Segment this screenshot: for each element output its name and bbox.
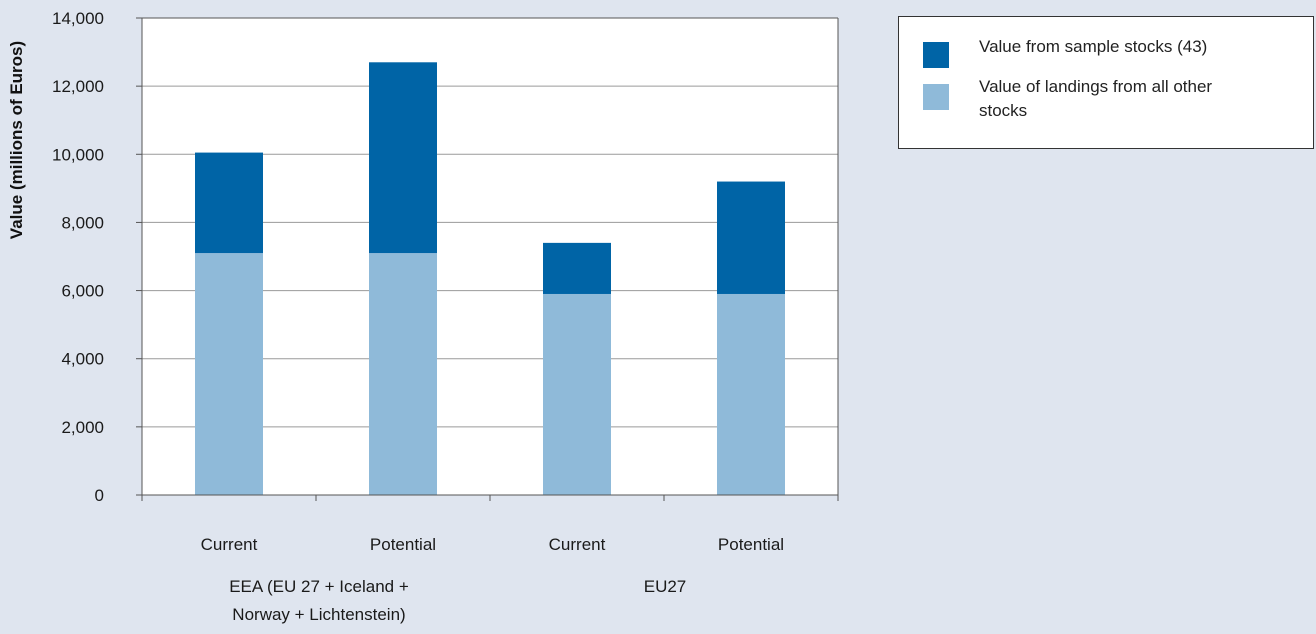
y-tick-labels: 0 2,000 4,000 6,000 8,000 10,000 12,000 14,000 xyxy=(52,9,104,505)
bar-segment-other-stocks xyxy=(369,253,437,495)
x-tick-labels: Current Potential Current Potential xyxy=(201,535,784,554)
bar-segment-sample-stocks xyxy=(369,62,437,254)
y-tick-label: 6,000 xyxy=(61,282,104,301)
legend-label-sample-stocks: Value from sample stocks (43) xyxy=(979,37,1208,56)
x-tick-label: Current xyxy=(549,535,606,554)
y-tick-label: 10,000 xyxy=(52,145,104,164)
bar-segment-sample-stocks xyxy=(543,242,611,294)
bar-segment-sample-stocks xyxy=(195,152,263,254)
axes xyxy=(136,17,839,501)
bars xyxy=(195,62,785,495)
x-tick-label: Potential xyxy=(718,535,784,554)
legend-label-other-stocks: Value of landings from all other stocks xyxy=(979,77,1213,120)
legend-item-other-stocks: Value of landings from all other stocks xyxy=(923,75,1249,123)
bar-segment-other-stocks xyxy=(543,293,611,495)
bar-segment-other-stocks xyxy=(195,253,263,495)
y-tick-label: 12,000 xyxy=(52,77,104,96)
group-label-eea-line2: Norway + Lichtenstein) xyxy=(232,605,405,624)
legend-swatch-sample-stocks xyxy=(923,42,949,68)
y-tick-label: 8,000 xyxy=(61,213,104,232)
legend: Value from sample stocks (43) Value of l… xyxy=(898,16,1314,149)
x-tick-label: Current xyxy=(201,535,258,554)
bar-segment-sample-stocks xyxy=(717,181,785,294)
bar-segment-other-stocks xyxy=(717,293,785,495)
legend-item-sample-stocks: Value from sample stocks (43) xyxy=(923,33,1279,68)
legend-swatch-other-stocks xyxy=(923,84,949,110)
y-tick-label: 2,000 xyxy=(61,418,104,437)
y-tick-label: 4,000 xyxy=(61,350,104,369)
group-label-eea-line1: EEA (EU 27 + Iceland + xyxy=(229,577,409,596)
y-tick-label: 0 xyxy=(95,486,104,505)
x-tick-label: Potential xyxy=(370,535,436,554)
y-axis-label: Value (millions of Euros) xyxy=(7,41,26,239)
y-tick-label: 14,000 xyxy=(52,9,104,28)
group-label-eu27: EU27 xyxy=(644,577,687,596)
